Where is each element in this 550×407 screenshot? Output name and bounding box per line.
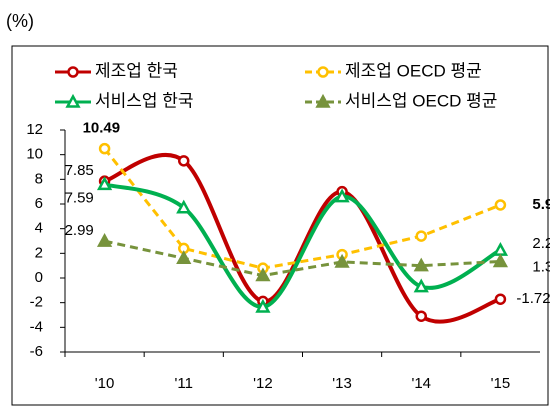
x-tick-label: '14 [411, 375, 431, 392]
data-label: -1.72 [516, 290, 550, 307]
data-point [494, 293, 507, 305]
y-tick-label: 10 [26, 146, 43, 163]
data-point [176, 250, 192, 265]
y-tick-label: 6 [35, 195, 43, 212]
legend-label: 서비스업 한국 [95, 91, 194, 110]
legend-marker [67, 66, 79, 78]
y-unit-label: (%) [6, 11, 34, 31]
x-tick-label: '12 [253, 375, 273, 392]
legend-marker [65, 93, 81, 108]
y-tick-label: -2 [30, 294, 43, 311]
y-tick-label: 2 [35, 244, 43, 261]
data-point [176, 199, 192, 214]
data-label: 2.99 [65, 222, 94, 239]
data-point [334, 253, 350, 268]
data-point [255, 267, 271, 282]
data-label: 10.49 [83, 120, 121, 137]
legend-marker [315, 93, 331, 108]
x-tick-label: '13 [332, 375, 352, 392]
data-point [178, 155, 190, 167]
x-tick-label: '10 [95, 375, 115, 392]
y-tick-label: -4 [30, 318, 43, 335]
data-point [415, 310, 427, 322]
data-point [96, 176, 113, 191]
data-point [494, 199, 507, 211]
y-tick-label: 0 [35, 269, 43, 286]
data-point [98, 142, 111, 155]
data-label: 7.85 [65, 162, 94, 179]
data-point [415, 230, 427, 242]
data-point [413, 257, 429, 272]
data-label: 7.59 [65, 189, 94, 206]
series-line [103, 147, 501, 270]
legend-marker [317, 66, 329, 78]
data-point [413, 278, 429, 293]
data-label: 2.26 [532, 235, 550, 252]
data-point [96, 233, 113, 247]
data-point [255, 298, 271, 313]
y-tick-label: 4 [35, 220, 43, 237]
y-tick-label: 12 [26, 121, 43, 138]
data-point [492, 242, 509, 256]
data-point [492, 253, 509, 268]
series-line [103, 153, 502, 324]
y-tick-label: 8 [35, 170, 43, 187]
data-point [334, 188, 350, 203]
legend-label: 제조업 한국 [95, 61, 178, 80]
plot-frame [11, 45, 549, 406]
x-tick-label: '11 [175, 375, 193, 392]
legend-label: 서비스업 OECD 평균 [345, 91, 497, 110]
y-tick-label: -6 [30, 343, 43, 360]
data-label: 5.92 [532, 196, 550, 213]
legend-label: 제조업 OECD 평균 [345, 61, 482, 80]
data-label: 1.34 [532, 258, 550, 275]
series-line [104, 239, 501, 278]
x-tick-label: '15 [491, 375, 511, 392]
